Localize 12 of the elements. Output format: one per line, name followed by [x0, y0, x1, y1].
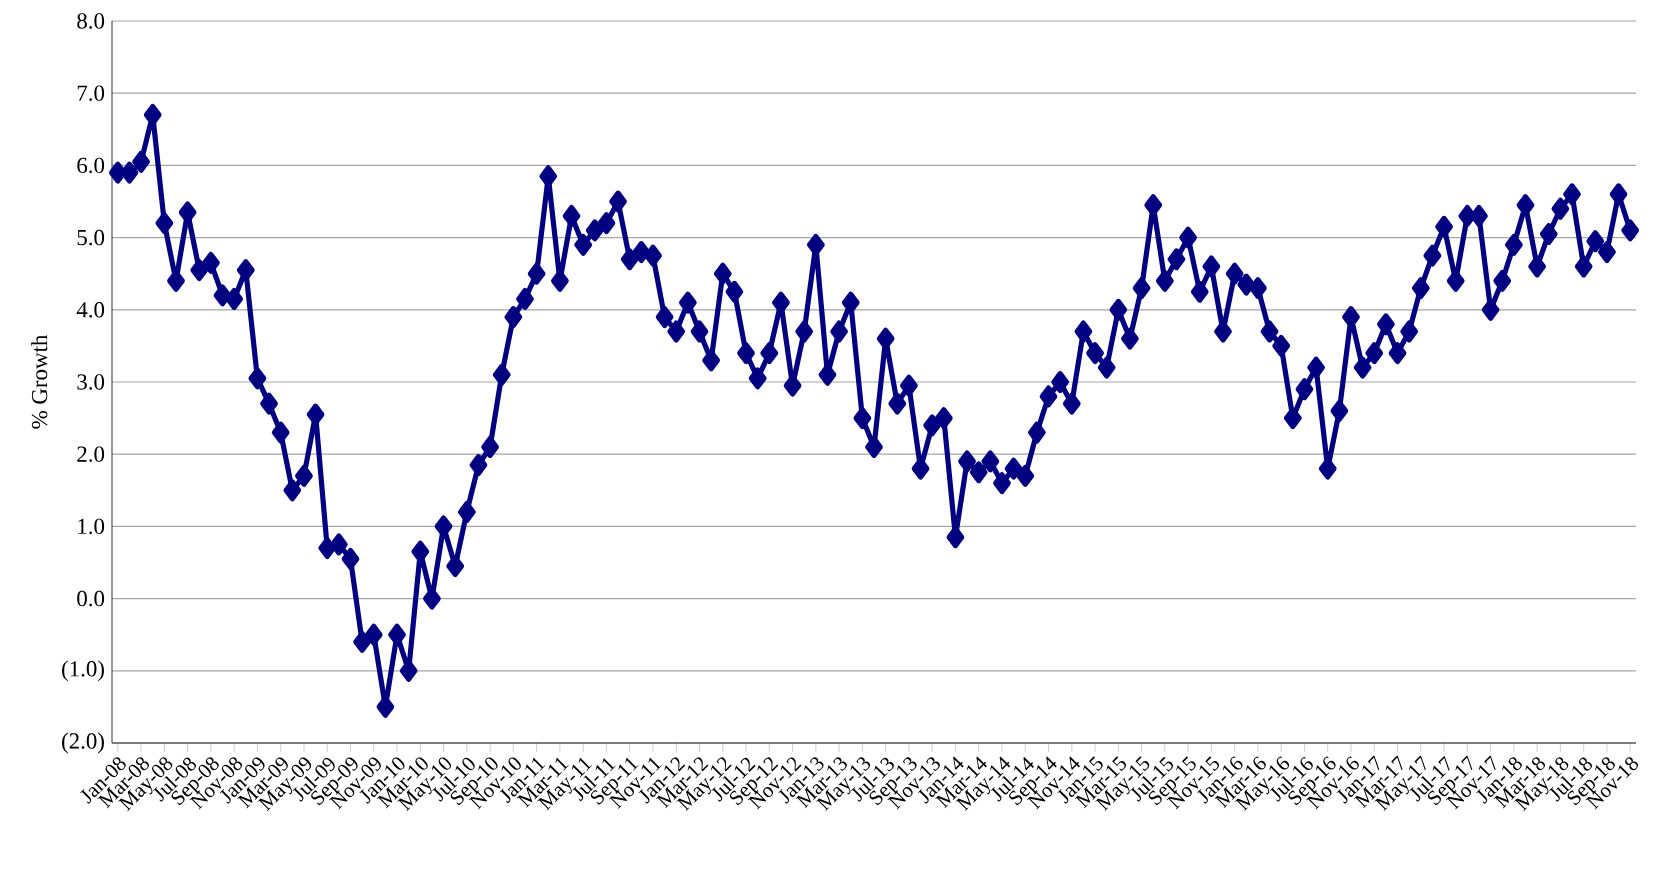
y-tick-label: 0.0: [77, 590, 105, 607]
y-tick-label: 5.0: [77, 229, 105, 246]
y-tick-label: 4.0: [76, 302, 105, 318]
y-tick-label: 6.0: [77, 157, 105, 174]
y-tick-label: 8.0: [77, 13, 105, 29]
y-tick-label: 2.0: [77, 446, 105, 462]
y-tick-label: 3.0: [77, 374, 105, 390]
y-tick-label: (1.0): [62, 660, 104, 682]
y-tick-label: (2.0): [62, 732, 104, 754]
y-tick-label: 1.0: [78, 518, 105, 535]
y-tick-label: 7.0: [77, 85, 105, 101]
y-axis-title: % Growth: [31, 334, 48, 429]
